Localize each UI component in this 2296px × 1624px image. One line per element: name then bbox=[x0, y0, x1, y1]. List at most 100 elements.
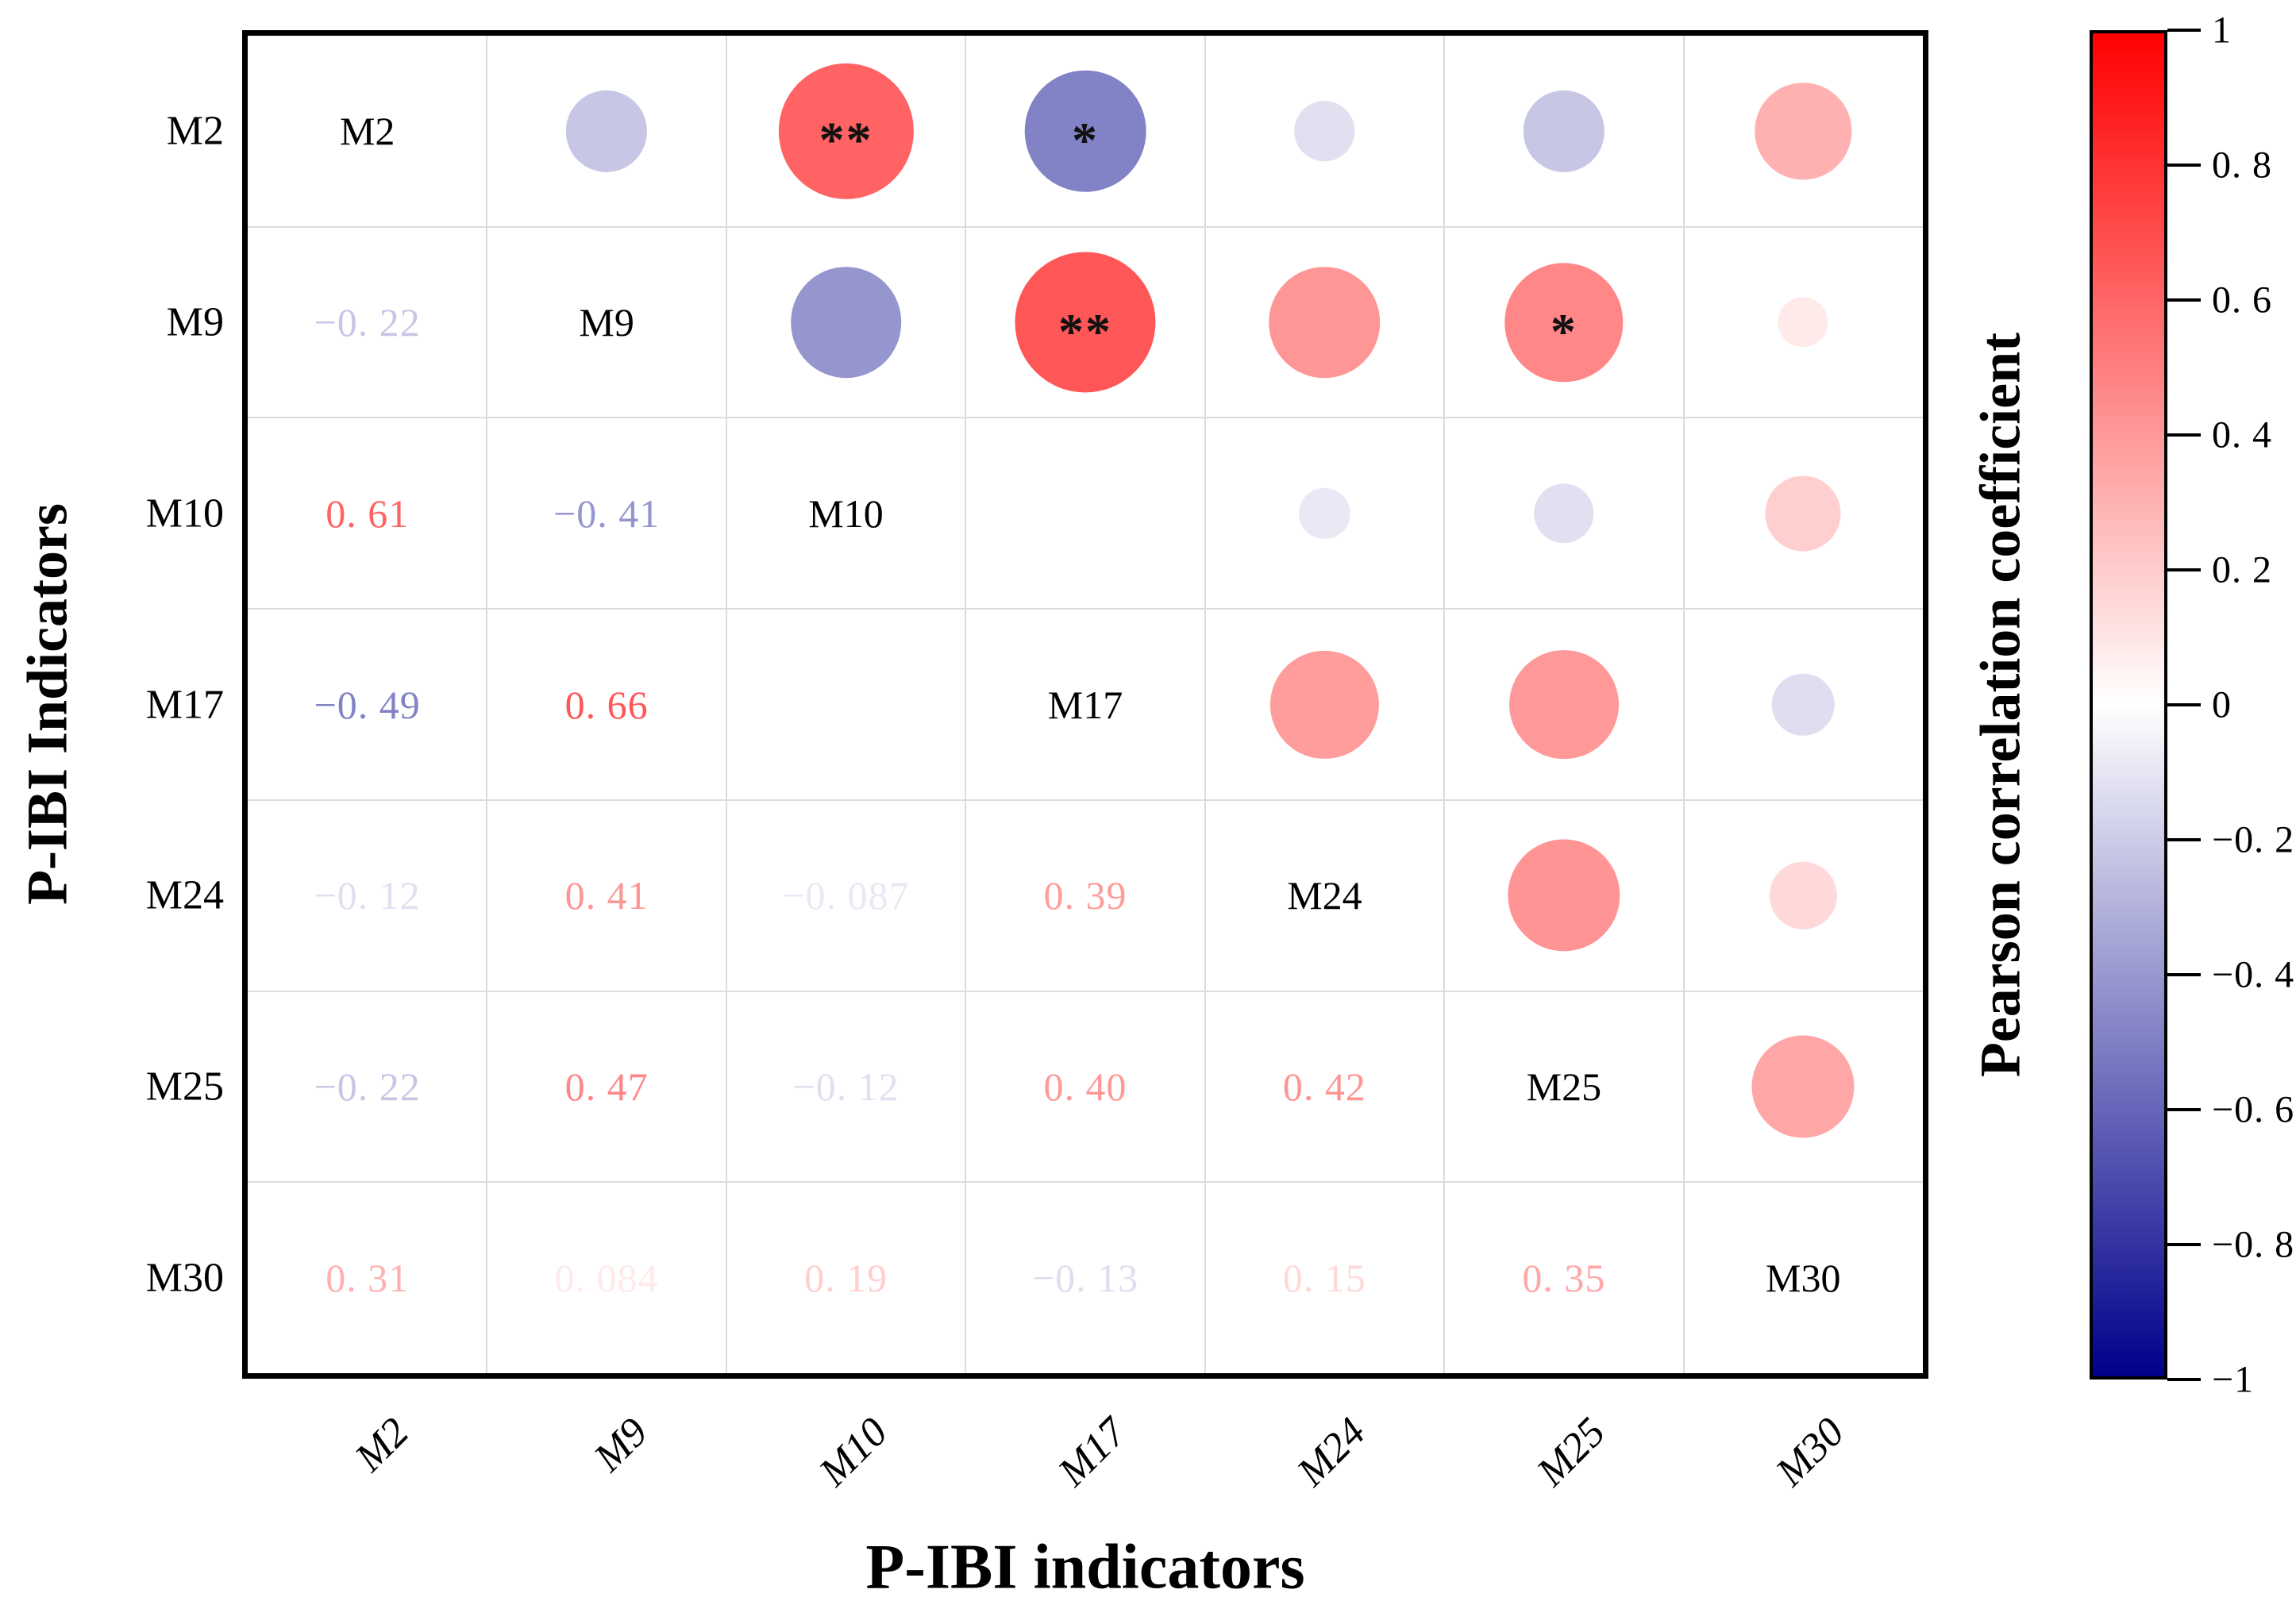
y-tick-M2: M2 bbox=[166, 108, 224, 154]
diagonal-label-M17: M17 bbox=[1047, 682, 1123, 727]
colorbar-title: Pearson correlation coefficient bbox=[1968, 332, 2032, 1078]
colorbar-tick-mark bbox=[2167, 164, 2201, 167]
colorbar-tick-mark bbox=[2167, 1243, 2201, 1246]
corr-circle-M9-M17: ** bbox=[1015, 252, 1156, 393]
colorbar-tick-label--1: −1 bbox=[2212, 1358, 2255, 1401]
corr-value-M10-M2: 0. 61 bbox=[326, 491, 410, 536]
corr-value-M10-M9: −0. 41 bbox=[553, 491, 661, 536]
corr-value-M24-M2: −0. 12 bbox=[314, 873, 421, 918]
corr-circle-M10-M30 bbox=[1765, 475, 1841, 552]
gridline-horizontal bbox=[248, 990, 1923, 992]
gridline-horizontal bbox=[248, 799, 1923, 801]
colorbar-tick-mark bbox=[2167, 973, 2201, 976]
x-axis-title: P-IBI indicators bbox=[865, 1532, 1305, 1603]
corr-circle-M9-M30 bbox=[1778, 297, 1828, 348]
colorbar-tick-label--0.8: −0. 8 bbox=[2212, 1223, 2295, 1266]
diagonal-label-M25: M25 bbox=[1526, 1064, 1602, 1109]
corr-value-M30-M9: 0. 084 bbox=[554, 1255, 659, 1300]
corr-circle-M2-M10: ** bbox=[778, 63, 914, 199]
gridline-horizontal bbox=[248, 417, 1923, 419]
corr-circle-M17-M30 bbox=[1771, 673, 1835, 736]
gridline-horizontal bbox=[248, 225, 1923, 228]
corr-circle-M2-M30 bbox=[1755, 83, 1851, 180]
colorbar-tick-label--0.4: −0. 4 bbox=[2212, 953, 2295, 996]
corr-circle-M2-M25 bbox=[1523, 90, 1605, 172]
corr-circle-M9-M24 bbox=[1269, 267, 1381, 378]
colorbar-tick-label-0.2: 0. 2 bbox=[2212, 548, 2272, 591]
x-tick-M17: M17 bbox=[1050, 1409, 1136, 1495]
y-tick-M25: M25 bbox=[145, 1064, 224, 1110]
corr-circle-M17-M25 bbox=[1508, 649, 1619, 760]
diagonal-label-M2: M2 bbox=[339, 109, 395, 154]
corr-value-M30-M2: 0. 31 bbox=[326, 1255, 410, 1300]
colorbar-tick-mark bbox=[2167, 433, 2201, 437]
corr-circle-M10-M25 bbox=[1534, 483, 1594, 544]
corr-value-M25-M24: 0. 42 bbox=[1282, 1064, 1366, 1109]
corr-value-M30-M25: 0. 35 bbox=[1522, 1255, 1606, 1300]
corr-value-M24-M9: 0. 41 bbox=[564, 873, 649, 918]
diagonal-label-M10: M10 bbox=[808, 491, 884, 536]
corr-circle-M10-M24 bbox=[1299, 487, 1350, 539]
corr-value-M17-M9: 0. 66 bbox=[564, 682, 649, 727]
colorbar-tick-label-0.6: 0. 6 bbox=[2212, 279, 2272, 321]
corr-value-M30-M10: 0. 19 bbox=[804, 1255, 888, 1300]
colorbar-tick-mark bbox=[2167, 703, 2201, 706]
y-tick-M24: M24 bbox=[145, 872, 224, 918]
colorbar-gradient bbox=[2090, 30, 2167, 1380]
colorbar-tick-mark bbox=[2167, 1378, 2201, 1381]
colorbar-tick-mark bbox=[2167, 838, 2201, 841]
y-tick-M9: M9 bbox=[166, 299, 224, 345]
y-tick-M10: M10 bbox=[145, 491, 224, 537]
correlation-matrix-plot: M2 M9 M10 M17 M24 M25 M30 −0. 22 0. 61 ** −0. 41 −0… bbox=[242, 30, 1928, 1379]
corr-circle-M9-M10 bbox=[790, 267, 902, 378]
diagonal-label-M30: M30 bbox=[1766, 1255, 1841, 1300]
gridline-horizontal bbox=[248, 608, 1923, 610]
colorbar-tick-label-0.4: 0. 4 bbox=[2212, 414, 2272, 456]
x-tick-M2: M2 bbox=[346, 1409, 418, 1481]
y-tick-M17: M17 bbox=[145, 682, 224, 727]
corr-circle-M25-M30 bbox=[1751, 1035, 1855, 1138]
colorbar-tick-mark bbox=[2167, 568, 2201, 571]
gridline-vertical bbox=[1204, 36, 1206, 1373]
colorbar-tick-label-1: 1 bbox=[2212, 9, 2232, 52]
corr-value-M30-M17: −0. 13 bbox=[1031, 1255, 1139, 1300]
corr-circle-M2-M17: * bbox=[1024, 71, 1146, 192]
x-tick-M9: M9 bbox=[585, 1409, 657, 1481]
x-tick-M30: M30 bbox=[1767, 1409, 1854, 1495]
corr-value-M24-M17: 0. 39 bbox=[1043, 873, 1127, 918]
corr-circle-M9-M25: * bbox=[1504, 263, 1624, 382]
colorbar-tick-mark bbox=[2167, 1108, 2201, 1111]
gridline-vertical bbox=[725, 36, 727, 1373]
x-tick-M25: M25 bbox=[1528, 1409, 1614, 1495]
colorbar-tick-label--0.2: −0. 2 bbox=[2212, 818, 2295, 861]
corr-value-M25-M10: −0. 12 bbox=[792, 1064, 900, 1109]
corr-value-M25-M9: 0. 47 bbox=[564, 1064, 649, 1109]
corr-value-M24-M10: −0. 087 bbox=[782, 873, 910, 918]
corr-circle-M24-M30 bbox=[1770, 861, 1837, 929]
gridline-horizontal bbox=[248, 1181, 1923, 1183]
corr-value-M30-M24: 0. 15 bbox=[1282, 1255, 1366, 1300]
corr-circle-M2-M24 bbox=[1294, 101, 1355, 162]
corr-value-M25-M2: −0. 22 bbox=[314, 1064, 421, 1109]
gridline-vertical bbox=[486, 36, 488, 1373]
x-tick-M10: M10 bbox=[810, 1409, 896, 1495]
corr-circle-M17-M24 bbox=[1270, 650, 1379, 759]
colorbar-tick-mark bbox=[2167, 298, 2201, 302]
gridline-vertical bbox=[1443, 36, 1446, 1373]
corr-value-M17-M2: −0. 49 bbox=[314, 682, 421, 727]
gridline-vertical bbox=[965, 36, 967, 1373]
y-tick-M30: M30 bbox=[145, 1255, 224, 1301]
colorbar-tick-label-0.8: 0. 8 bbox=[2212, 144, 2272, 187]
corr-value-M25-M17: 0. 40 bbox=[1043, 1064, 1127, 1109]
corr-circle-M2-M9 bbox=[566, 90, 648, 172]
gridline-vertical bbox=[1682, 36, 1685, 1373]
colorbar-tick-label--0.6: −0. 6 bbox=[2212, 1088, 2295, 1131]
diagonal-label-M24: M24 bbox=[1287, 873, 1362, 918]
corr-circle-M24-M25 bbox=[1508, 839, 1620, 952]
x-tick-M24: M24 bbox=[1289, 1409, 1375, 1495]
colorbar-tick-mark bbox=[2167, 29, 2201, 32]
diagonal-label-M9: M9 bbox=[579, 300, 634, 345]
colorbar-tick-label-0: 0 bbox=[2212, 683, 2232, 726]
corr-value-M9-M2: −0. 22 bbox=[314, 300, 421, 345]
